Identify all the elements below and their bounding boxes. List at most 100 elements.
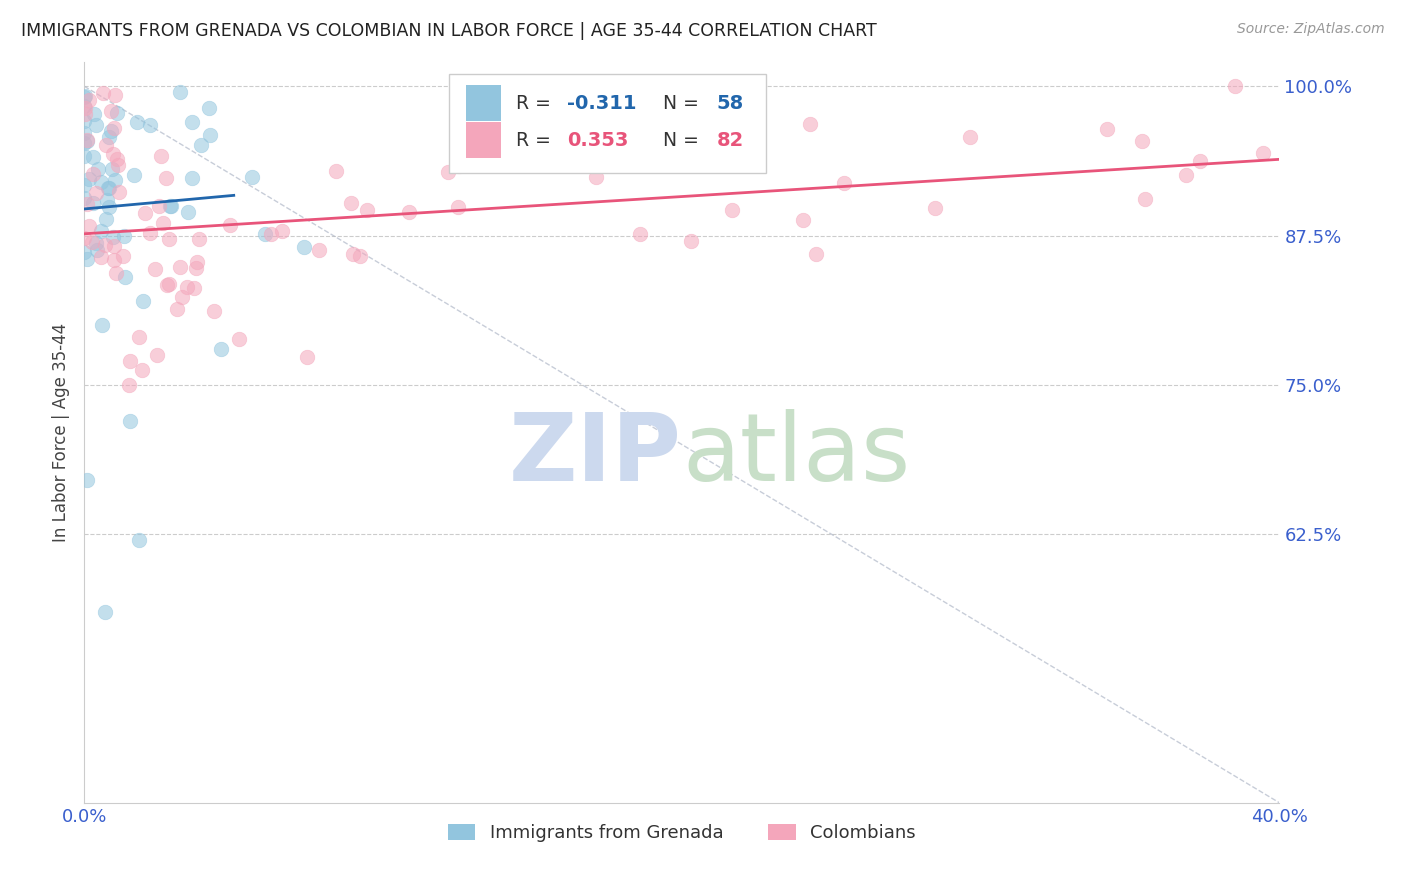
Text: atlas: atlas (682, 409, 910, 500)
Point (97, 180, 120, 194)
Y-axis label: In Labor Force | Age 35-44: In Labor Force | Age 35-44 (52, 323, 70, 542)
Point (103, 121, 125, 136)
Point (134, 206, 156, 220)
Point (73, 90, 96, 104)
Point (103, 238, 125, 252)
Point (96, 193, 118, 207)
Point (128, 533, 150, 547)
Point (105, 265, 128, 279)
Point (90, 318, 112, 333)
Point (83, 107, 105, 121)
Point (73, 114, 96, 128)
Point (100, 124, 122, 138)
Point (118, 354, 141, 368)
Point (82, 167, 104, 181)
Point (628, 227, 651, 241)
Point (492, 112, 515, 126)
Point (398, 205, 420, 219)
Point (218, 218, 240, 232)
Point (120, 414, 142, 428)
Point (792, 213, 814, 227)
Point (75, 88, 97, 103)
Point (100, 103, 122, 118)
Point (143, 262, 166, 277)
Point (98, 129, 121, 144)
Point (94, 605, 117, 619)
Text: N =: N = (651, 94, 704, 112)
Point (101, 161, 124, 176)
Point (190, 138, 212, 153)
Point (308, 243, 330, 257)
Text: 58: 58 (717, 94, 744, 112)
Point (105, 105, 128, 120)
Text: N =: N = (651, 130, 704, 150)
Point (75, 107, 97, 121)
Point (292, 240, 315, 254)
Point (159, 199, 181, 213)
Point (349, 249, 371, 263)
Point (295, 351, 318, 365)
Point (198, 101, 221, 115)
Point (82, 235, 104, 249)
FancyBboxPatch shape (449, 73, 766, 173)
Point (73, 127, 96, 141)
Point (76, 132, 98, 146)
Point (342, 247, 364, 261)
Point (103, 253, 125, 268)
Point (79, 172, 101, 186)
Point (260, 227, 283, 241)
Point (73, 99, 96, 113)
Point (720, 203, 742, 218)
Point (138, 118, 160, 132)
Point (76, 134, 98, 148)
Text: ZIP: ZIP (509, 409, 682, 500)
Point (118, 377, 141, 392)
Point (832, 176, 855, 190)
Point (240, 170, 263, 185)
Text: 0.353: 0.353 (567, 130, 628, 150)
Point (101, 146, 124, 161)
Point (86, 244, 108, 258)
Point (200, 128, 222, 143)
Point (73, 148, 96, 162)
Point (959, 129, 981, 144)
Point (76, 197, 98, 211)
Point (128, 330, 150, 344)
Point (176, 280, 198, 294)
Point (73, 245, 96, 260)
Point (107, 152, 129, 166)
Point (1130, 134, 1153, 148)
Point (156, 277, 179, 292)
Point (169, 86, 191, 100)
Point (122, 169, 145, 183)
Point (93, 238, 115, 252)
Point (1251, 145, 1274, 160)
FancyBboxPatch shape (465, 122, 502, 158)
Text: Source: ZipAtlas.com: Source: ZipAtlas.com (1237, 22, 1385, 37)
Point (73, 178, 96, 193)
Point (148, 199, 170, 213)
Point (98, 180, 121, 194)
Point (82, 196, 104, 211)
Point (730, 152, 752, 166)
Point (84, 236, 107, 251)
Point (180, 170, 202, 185)
FancyBboxPatch shape (465, 86, 502, 121)
Point (104, 88, 127, 103)
Point (924, 201, 946, 215)
Point (155, 171, 177, 186)
Point (253, 227, 276, 241)
Point (79, 93, 101, 107)
Point (187, 232, 209, 246)
Point (209, 342, 232, 356)
Point (73, 101, 96, 115)
Point (94, 211, 117, 226)
Point (90, 175, 112, 189)
Point (166, 301, 188, 316)
Point (139, 226, 162, 240)
Point (91, 86, 114, 100)
Point (1095, 122, 1118, 136)
Point (585, 169, 607, 184)
Point (1175, 168, 1198, 182)
Legend: Immigrants from Grenada, Colombians: Immigrants from Grenada, Colombians (441, 816, 922, 849)
